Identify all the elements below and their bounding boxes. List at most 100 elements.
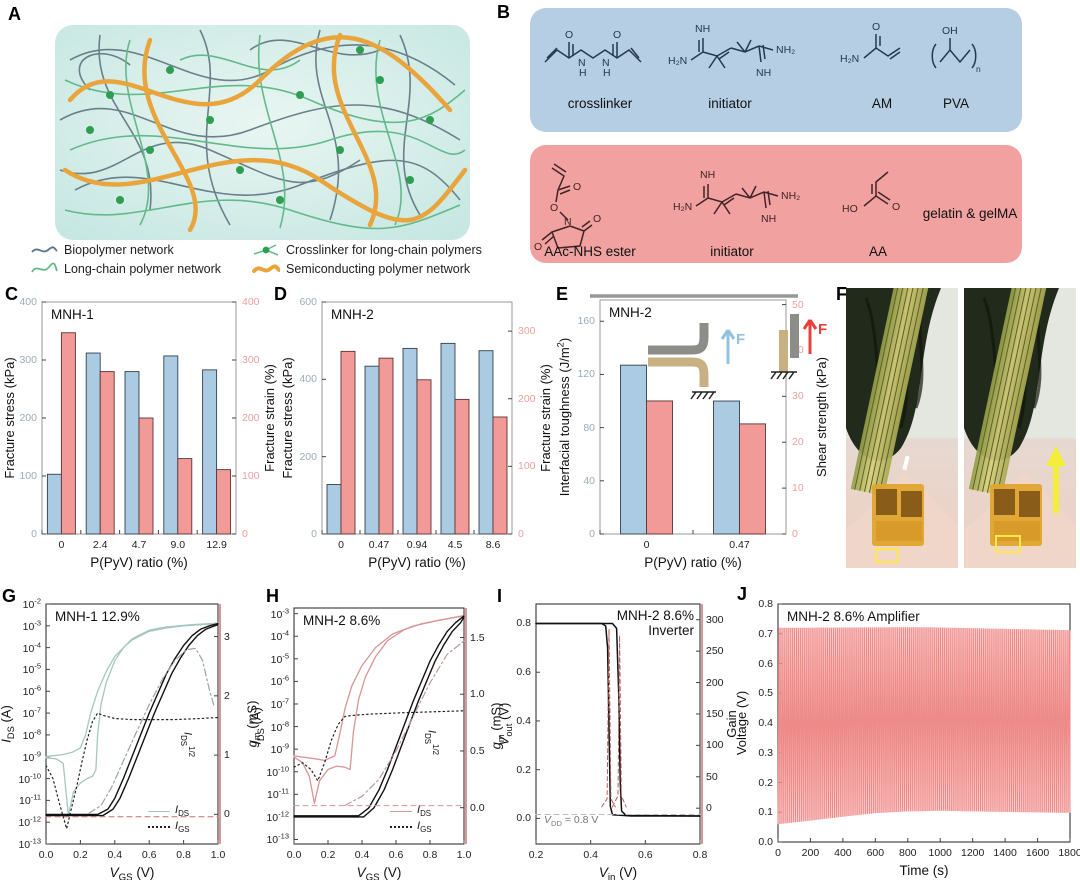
- aa-structure: [863, 171, 891, 207]
- x-tick-label: 1.0: [210, 849, 226, 861]
- right-tick-label: 0: [518, 527, 524, 540]
- x-tick-label: 0.6: [141, 849, 157, 861]
- svg-text:N: N: [578, 57, 586, 69]
- x-tick-label: 600: [866, 847, 885, 859]
- left-tick-label: 10-2: [22, 596, 41, 611]
- right-tick-label: 250: [706, 644, 724, 657]
- legend-label: Semiconducting polymer network: [286, 262, 471, 276]
- crosslinker-dots: [86, 46, 434, 204]
- left-tick-label: 0.4: [758, 716, 773, 729]
- chart-title: MNH-1 12.9%: [55, 609, 140, 624]
- left-tick-label: 400: [299, 373, 317, 386]
- left-tick-label: 0.2: [516, 763, 531, 776]
- molecule-label-pva: PVA: [942, 96, 970, 111]
- left-tick-label: 0.4: [516, 714, 531, 727]
- y-axis-label-left: Vout (V): [496, 702, 515, 746]
- x-axis-label: P(PyV) ratio (%): [90, 555, 188, 570]
- x-tick-label: 0.47: [729, 539, 750, 551]
- left-tick-label: 0.6: [516, 665, 531, 678]
- y-axis-label-left: IDS (A): [248, 707, 267, 745]
- svg-text:O: O: [534, 241, 542, 253]
- right-tick-label: 300: [242, 353, 260, 366]
- x-tick-label: 0.4: [354, 849, 370, 861]
- left-tick-label: 10-5: [270, 651, 289, 666]
- x-tick-label: 8.6: [485, 539, 501, 551]
- right-tick-label: 0: [706, 801, 712, 814]
- chart-title: MNH-2: [609, 305, 652, 320]
- biopolymer-squiggle-icon: [31, 246, 58, 253]
- chart-annotation: IDS1/2: [179, 732, 196, 758]
- mnh2-chemistry-box: [530, 145, 1022, 263]
- left-tick-label: 10-4: [270, 628, 289, 644]
- x-tick-label: 0.2: [73, 849, 88, 861]
- right-tick-label: 1: [224, 748, 230, 761]
- panel-c-mnh1-mechanics-chart: C 0 100 200 300 400 0 100 200 300 400 0 2.4 4.7 9.0 12…: [0, 282, 277, 580]
- left-tick-label: 10-11: [267, 786, 289, 802]
- left-tick-label: 0.7: [758, 627, 773, 640]
- chart-title: MNH-2: [331, 307, 374, 322]
- right-tick-label: 50: [792, 298, 804, 311]
- left-tick-label: 10-4: [22, 640, 41, 655]
- pva-structure: [931, 38, 977, 69]
- left-tick-label: 10-6: [270, 673, 289, 689]
- left-tick-label: 10-3: [270, 606, 289, 621]
- panel-label-c: C: [5, 284, 18, 304]
- right-tick-label: 0: [224, 808, 230, 821]
- x-axis-label: P(PyV) ratio (%): [644, 555, 742, 570]
- x-tick-label: 12.9: [206, 539, 227, 551]
- chart-legend-item: IGS: [148, 820, 190, 834]
- chart-title: MNH-2 8.6%: [303, 613, 381, 628]
- left-tick-label: 200: [19, 411, 37, 424]
- legend-item-biopolymer: Biopolymer network: [30, 243, 174, 257]
- chart-annotation: VDD = 0.8 V: [544, 814, 599, 829]
- chart-canvas-H: [293, 607, 467, 845]
- x-tick-label: 400: [834, 847, 852, 859]
- left-tick-label: 40: [583, 474, 595, 487]
- right-tick-label: 400: [242, 295, 260, 308]
- right-tick-label: 1.0: [470, 687, 485, 700]
- x-tick-label: 0.47: [368, 539, 390, 551]
- right-tick-label: 300: [706, 613, 724, 626]
- x-tick-label: 4.7: [131, 539, 147, 551]
- x-tick-label: 0.2: [320, 849, 336, 861]
- svg-text:NH₂: NH₂: [776, 44, 795, 56]
- right-tick-label: 200: [518, 392, 536, 405]
- left-tick-label: 0.3: [758, 746, 773, 759]
- x-tick-label: 0.8: [176, 849, 191, 861]
- left-tick-label: 10-3: [22, 618, 41, 633]
- stretch-arrow-icon: [1046, 446, 1066, 513]
- x-tick-label: 0.6: [638, 849, 653, 861]
- right-tick-label: 300: [518, 324, 536, 337]
- legend-label: Biopolymer network: [64, 243, 174, 257]
- long-chain-network-lines: [64, 34, 466, 230]
- left-tick-label: 10-10: [18, 771, 41, 786]
- chart-canvas-J: [777, 603, 1071, 843]
- long-chain-squiggle-icon: [31, 262, 58, 273]
- panel-a-network-schematic: A: [0, 0, 490, 280]
- x-tick-label: 0.8: [422, 849, 438, 861]
- svg-text:n: n: [976, 64, 981, 74]
- svg-text:NH₂: NH₂: [781, 190, 800, 202]
- left-tick-label: 10-5: [22, 661, 41, 677]
- panel-e-adhesion-chart: E F F 040801201600102030405000.47MNH-2In…: [552, 282, 834, 580]
- left-tick-label: 120: [577, 368, 595, 381]
- panel-label-a: A: [8, 4, 21, 24]
- svg-text:O: O: [550, 202, 558, 214]
- panel-label-h: H: [266, 586, 279, 606]
- legend-label: Crosslinker for long-chain polymers: [286, 243, 482, 257]
- initiator-atoms-blue: NH H₂N N N NH₂ NH: [668, 23, 795, 79]
- x-tick-label: 0: [775, 847, 781, 859]
- left-tick-label: 10-9: [270, 741, 289, 757]
- chart-title: MNH-1: [51, 307, 94, 322]
- chart-canvas-I: [535, 603, 703, 845]
- legend-item-semiconducting: Semiconducting polymer network: [252, 262, 470, 276]
- right-tick-label: 0.0: [470, 801, 485, 814]
- left-tick-label: 10-12: [266, 809, 289, 824]
- svg-text:H: H: [603, 67, 611, 79]
- svg-text:NH: NH: [700, 169, 715, 181]
- svg-text:O: O: [892, 201, 900, 213]
- initiator-structure-blue: [690, 38, 774, 69]
- panel-label-g: G: [2, 586, 17, 606]
- svg-text:OH: OH: [942, 25, 958, 37]
- svg-text:NH: NH: [756, 67, 771, 79]
